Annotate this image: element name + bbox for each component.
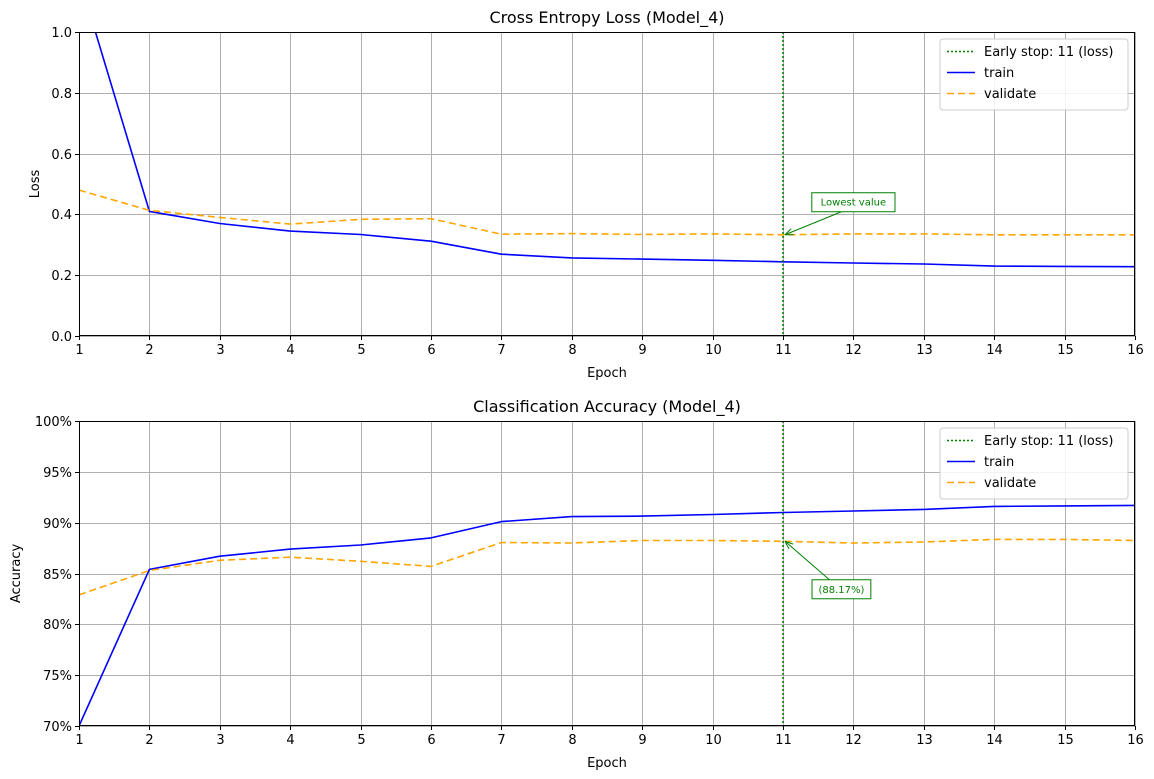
y-tick-label: 75% (43, 669, 72, 684)
x-tick-label: 7 (497, 343, 505, 358)
annotation-box (811, 579, 872, 600)
annotation-arrowhead (784, 540, 794, 550)
x-tick-label: 15 (1057, 733, 1074, 748)
loss-y-axis-label: Loss (28, 170, 43, 199)
loss-title: Cross Entropy Loss (Model_4) (489, 8, 724, 28)
annotation-arrow (784, 540, 830, 581)
x-tick-label: 8 (568, 733, 576, 748)
x-tick-label: 16 (1127, 343, 1144, 358)
accuracy-axes-frame (79, 421, 1135, 726)
legend-label-early-stop: Early stop: 11 (loss) (984, 45, 1113, 60)
accuracy-panel: 1 2 3 4 5 6 7 8 9 10 11 12 13 14 15 1670%75%80%85%90%95… (9, 397, 1144, 771)
loss-panel: 1 2 3 4 5 6 7 8 9 10 11 12 13 14 15 160.00.20.40.60.81.… (28, 8, 1144, 381)
x-tick-label: 9 (638, 733, 646, 748)
loss-axes-frame (79, 32, 1135, 336)
x-tick-label: 6 (427, 733, 435, 748)
y-tick-label: 90% (43, 517, 72, 532)
x-tick-label: 5 (357, 343, 365, 358)
x-tick-label: 8 (568, 343, 576, 358)
annotation-arrow (784, 211, 842, 236)
y-tick-label: 80% (43, 618, 72, 633)
y-tick-label: 0.6 (51, 148, 72, 163)
x-tick-label: 5 (357, 733, 365, 748)
accuracy-title: Classification Accuracy (Model_4) (473, 397, 741, 417)
y-tick-label: 70% (43, 720, 72, 735)
x-tick-label: 11 (775, 343, 792, 358)
accuracy-annotation: (88.17%) (784, 540, 872, 600)
x-tick-label: 4 (286, 343, 294, 358)
x-tick-label: 15 (1057, 343, 1074, 358)
x-tick-label: 11 (775, 733, 792, 748)
y-tick-label: 1.0 (51, 26, 72, 41)
x-tick-label: 2 (145, 733, 153, 748)
x-tick-label: 7 (497, 733, 505, 748)
x-tick-label: 3 (216, 343, 224, 358)
y-tick-label: 85% (43, 568, 72, 583)
legend-label-train: train (984, 455, 1014, 470)
x-tick-label: 1 (75, 733, 83, 748)
accuracy-legend: Early stop: 11 (loss) train validate (939, 427, 1129, 500)
y-tick-label: 0.4 (51, 208, 72, 223)
loss-x-axis-label: Epoch (587, 366, 627, 381)
legend-label-validate: validate (984, 87, 1036, 102)
x-tick-label: 12 (845, 733, 862, 748)
accuracy-x-axis-label: Epoch (587, 756, 627, 771)
annotation-box (811, 192, 896, 213)
x-tick-label: 4 (286, 733, 294, 748)
annotation-text: (88.17%) (818, 585, 864, 596)
x-tick-label: 3 (216, 733, 224, 748)
x-tick-label: 12 (845, 343, 862, 358)
x-tick-label: 14 (986, 343, 1003, 358)
legend-label-validate: validate (984, 476, 1036, 491)
annotation-arrowhead (784, 228, 794, 236)
legend-frame (939, 427, 1129, 500)
x-tick-label: 13 (916, 733, 933, 748)
x-tick-label: 9 (638, 343, 646, 358)
y-tick-label: 0.8 (51, 87, 72, 102)
accuracy-series-validate (79, 538, 1135, 596)
legend-frame (939, 38, 1129, 111)
y-tick-label: 95% (43, 466, 72, 481)
y-tick-label: 0.2 (51, 269, 72, 284)
y-tick-label: 100% (35, 415, 72, 430)
loss-legend: Early stop: 11 (loss) train validate (939, 38, 1129, 111)
x-tick-label: 10 (705, 343, 722, 358)
loss-annotation: Lowest value (784, 192, 896, 236)
accuracy-series-train (79, 504, 1135, 726)
annotation-text: Lowest value (821, 198, 886, 209)
accuracy-y-axis-label: Accuracy (9, 544, 24, 604)
x-tick-label: 16 (1127, 733, 1144, 748)
x-tick-label: 1 (75, 343, 83, 358)
x-tick-label: 13 (916, 343, 933, 358)
y-tick-label: 0.0 (51, 330, 72, 345)
loss-series-train (94, 32, 1135, 268)
x-tick-label: 10 (705, 733, 722, 748)
x-tick-label: 14 (986, 733, 1003, 748)
legend-label-train: train (984, 66, 1014, 81)
legend-label-early-stop: Early stop: 11 (loss) (984, 434, 1113, 449)
loss-series-validate (79, 189, 1135, 236)
x-tick-label: 6 (427, 343, 435, 358)
x-tick-label: 2 (145, 343, 153, 358)
